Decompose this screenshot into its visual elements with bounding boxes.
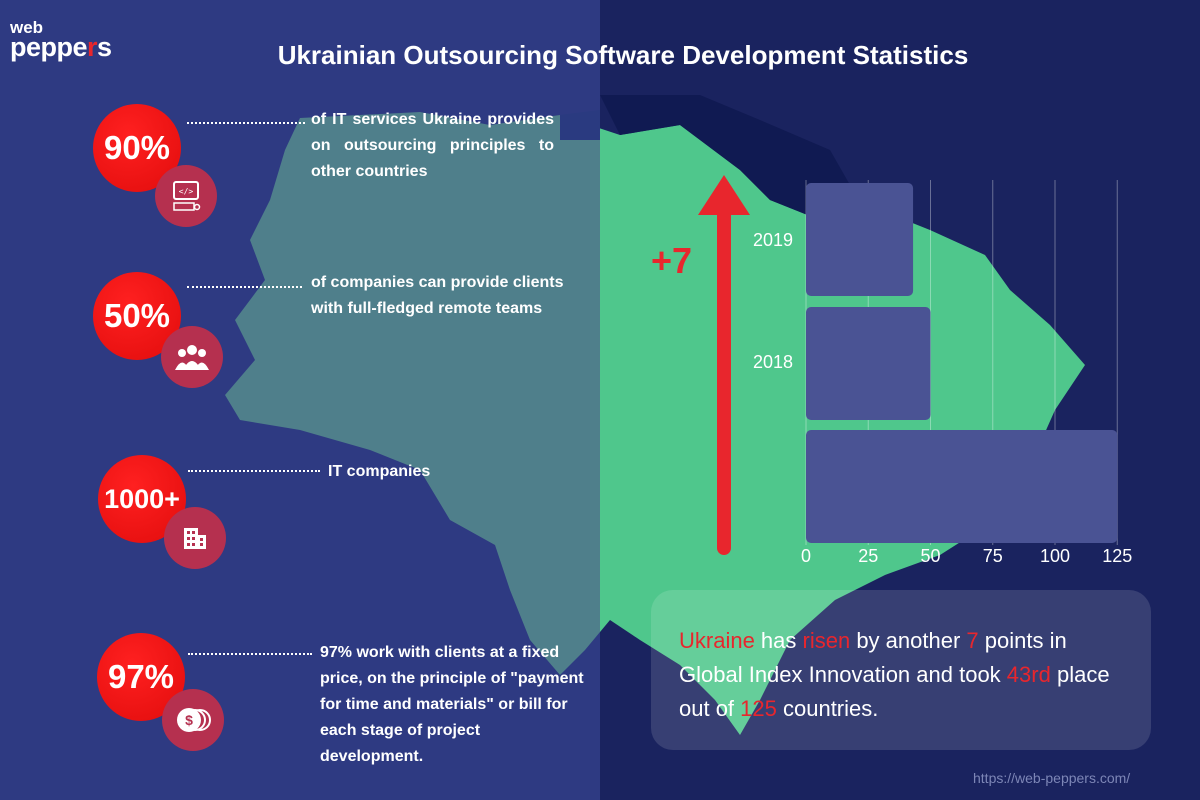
logo-line1: web (10, 18, 44, 37)
stat-connector (188, 653, 312, 655)
source-url[interactable]: https://web-peppers.com/ (973, 770, 1131, 786)
x-tick-label: 25 (858, 546, 879, 566)
code-monitor-icon: </> (155, 165, 217, 227)
x-tick-label: 100 (1039, 546, 1071, 566)
svg-text:</>: </> (179, 187, 194, 196)
svg-text:$: $ (185, 712, 193, 728)
logo-line2: peppers (10, 32, 112, 63)
stat-text-50: of companies can provide clients with fu… (311, 274, 564, 317)
info-text: has (754, 628, 803, 653)
info-box: Ukraine has risen by another 7 points in… (651, 590, 1151, 750)
x-tick-label: 0 (800, 546, 811, 566)
x-tick-label: 50 (920, 546, 941, 566)
x-tick-label: 75 (982, 546, 1003, 566)
info-text: by another (850, 628, 967, 653)
page-title: Ukrainian Outsourcing Software Developme… (277, 40, 969, 70)
info-country: Ukraine (679, 628, 755, 653)
info-text: place out of (679, 662, 1110, 721)
stat-text-90: of IT services Ukraine provides on outso… (311, 111, 554, 180)
stat-connector (187, 122, 305, 124)
coins-icon: $ (162, 689, 224, 751)
info-text: points in Global Index Innovation and to… (679, 628, 1067, 687)
logo-text-b: s (97, 32, 112, 63)
team-icon (161, 326, 223, 388)
info-points: 7 (966, 628, 979, 653)
stat-text-97: 97% work with clients at a fixed price, … (320, 644, 584, 765)
info-risen: risen (802, 628, 851, 653)
stat-connector (187, 286, 302, 288)
info-text: countries. (776, 696, 879, 721)
stat-text-1000: IT companies (328, 463, 431, 480)
web-peppers-logo[interactable]: web peppers (10, 18, 112, 63)
stat-connector (188, 470, 320, 472)
info-total: 125 (740, 696, 777, 721)
rise-annotation: +7 (651, 240, 693, 281)
info-rank: 43rd (1006, 662, 1051, 687)
logo-pepper: r (87, 32, 98, 63)
y-label-2018: 2018 (753, 352, 794, 372)
y-label-2019: 2019 (753, 230, 794, 250)
x-tick-label: 125 (1102, 546, 1133, 566)
building-icon (164, 507, 226, 569)
logo-text-a: peppe (10, 32, 88, 63)
